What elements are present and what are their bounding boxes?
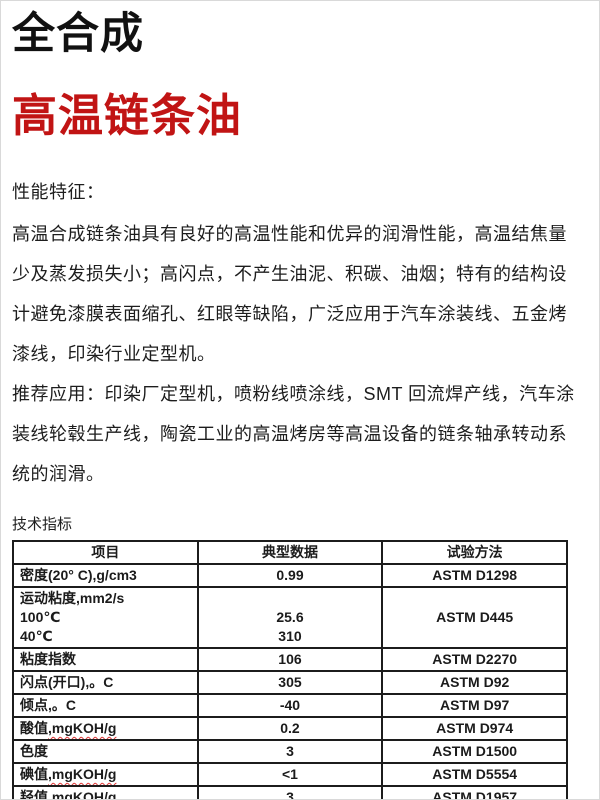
item-cell: 酸值,mgKOH/g [12, 716, 199, 741]
test-method-cell: ASTM D445 [381, 586, 568, 649]
table-row: 色度 3 ASTM D1500 [12, 739, 568, 764]
test-method-cell: ASTM D1957 [381, 785, 568, 799]
spec-table-caption: 技术指标 [12, 516, 73, 533]
spellcheck-squiggle-text: ,mgKOH/g [48, 766, 117, 782]
col-header-item: 项目 [12, 540, 199, 565]
typical-value-cell: 3 [196, 785, 384, 799]
table-row: 碘值,mgKOH/g <1 ASTM D5554 [12, 762, 568, 787]
typical-value-cell: 3 [196, 739, 384, 764]
test-method-cell: ASTM D92 [381, 670, 568, 695]
test-method-cell: ASTM D2270 [381, 647, 568, 672]
col-header-method: 试验方法 [381, 540, 568, 565]
applications-paragraph: 推荐应用：印染厂定型机，喷粉线喷涂线，SMT 回流焊产线，汽车涂 装线轮毂生产线… [12, 384, 575, 484]
test-method-cell: ASTM D1500 [381, 739, 568, 764]
test-method-cell: ASTM D97 [381, 693, 568, 718]
item-cell: 羟值,mgKOH/g [12, 785, 199, 800]
test-method-cell: ASTM D974 [381, 716, 568, 741]
spec-table: 项目 典型数据 试验方法 密度(20° C),g/cm3 0.99 ASTM D12… [12, 540, 568, 800]
table-row: 运动粘度,mm2/s 100℃ 40℃ 25.6 310 ASTM D445 [12, 586, 568, 649]
spec-table-header-row: 项目 典型数据 试验方法 [12, 540, 568, 565]
typical-value-cell: 305 [196, 670, 384, 695]
item-cell: 色度 [12, 739, 199, 764]
performance-heading: 性能特征： [12, 182, 105, 202]
typical-value-cell: <1 [196, 762, 384, 787]
table-row: 羟值,mgKOH/g 3 ASTM D1957 [12, 785, 568, 800]
test-method-cell: ASTM D5554 [381, 762, 568, 787]
performance-paragraph: 高温合成链条油具有良好的高温性能和优异的润滑性能，高温结焦量 少及蒸发损失小；高… [12, 224, 567, 364]
item-cell: 密度(20° C),g/cm3 [12, 563, 199, 588]
item-cell: 倾点,。C [12, 693, 199, 718]
typical-value-cell: -40 [196, 693, 384, 718]
product-title-line2: 高温链条油 [12, 90, 243, 141]
test-method-cell: ASTM D1298 [381, 563, 568, 588]
table-row: 酸值,mgKOH/g 0.2 ASTM D974 [12, 716, 568, 741]
item-cell: 运动粘度,mm2/s 100℃ 40℃ [12, 586, 199, 649]
item-cell: 粘度指数 [12, 647, 199, 672]
spec-table-body: 密度(20° C),g/cm3 0.99 ASTM D1298 运动粘度,mm2/s … [12, 563, 568, 800]
typical-value-cell: 106 [196, 647, 384, 672]
typical-value-cell: 0.2 [196, 716, 384, 741]
col-header-value: 典型数据 [196, 540, 384, 565]
product-title-line1: 全合成 [12, 10, 144, 58]
typical-value-cell: 25.6 310 [196, 586, 384, 649]
table-row: 闪点(开口),。C 305 ASTM D92 [12, 670, 568, 695]
table-row: 密度(20° C),g/cm3 0.99 ASTM D1298 [12, 563, 568, 588]
table-row: 倾点,。C -40 ASTM D97 [12, 693, 568, 718]
spellcheck-squiggle-text: ,mgKOH/g [48, 789, 117, 800]
typical-value-cell: 0.99 [196, 563, 384, 588]
item-cell: 闪点(开口),。C [12, 670, 199, 695]
item-cell: 碘值,mgKOH/g [12, 762, 199, 787]
table-row: 粘度指数 106 ASTM D2270 [12, 647, 568, 672]
spellcheck-squiggle-text: ,mgKOH/g [48, 720, 117, 736]
